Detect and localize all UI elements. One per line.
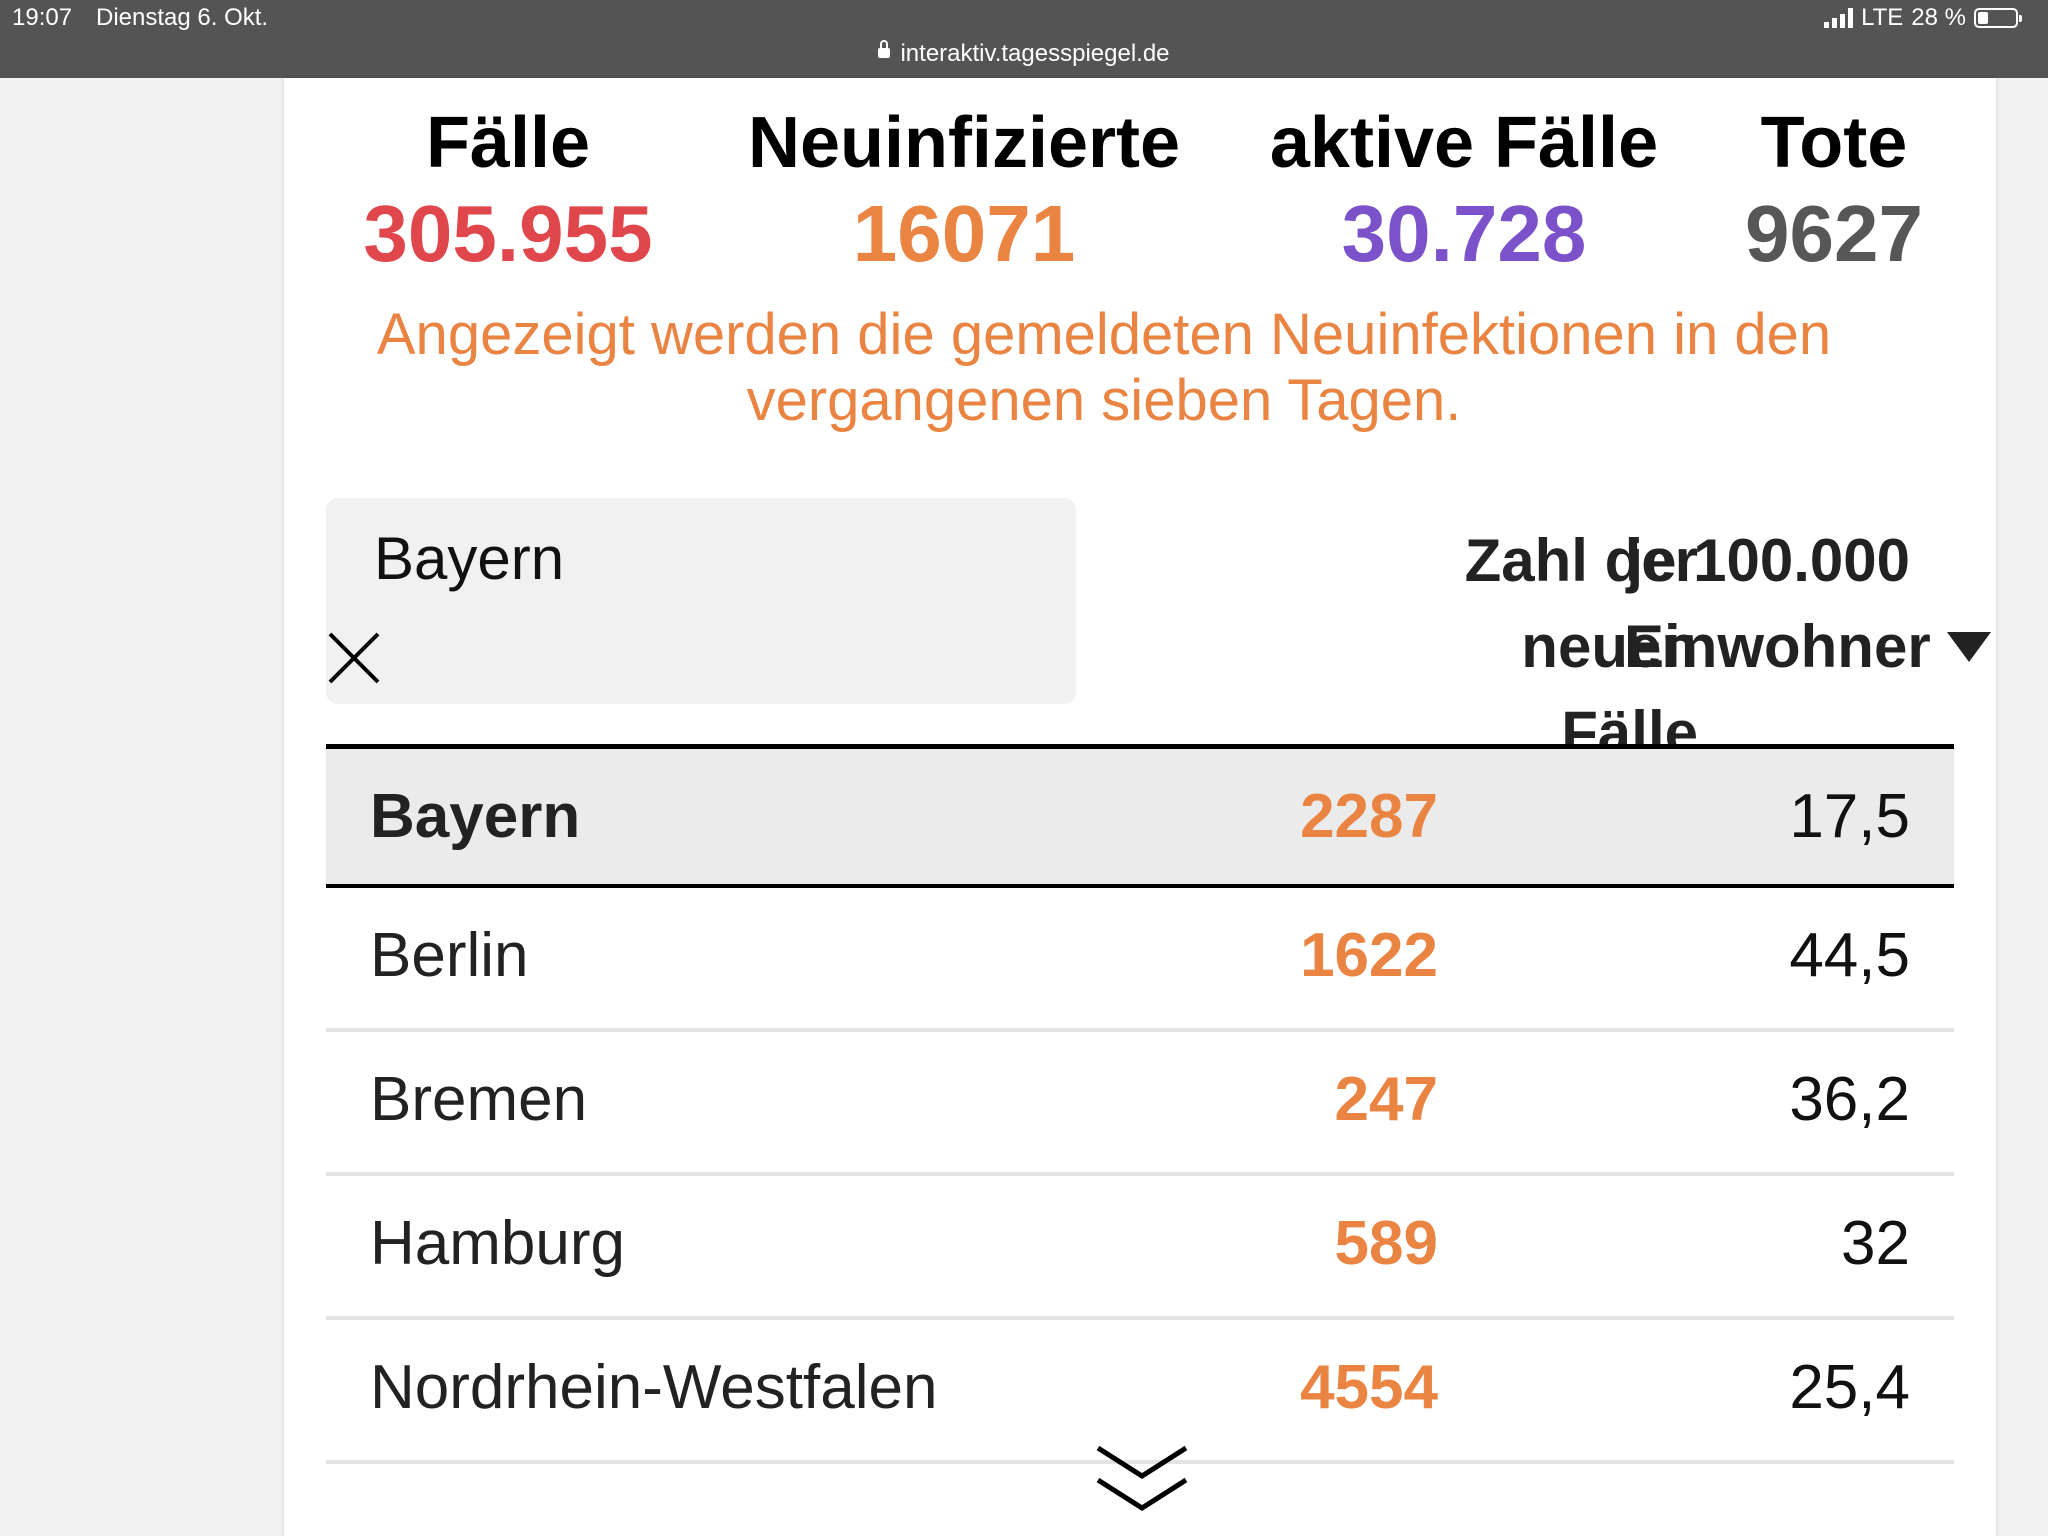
row-new-cases: 4554 — [1300, 1353, 1438, 1422]
status-bar: 19:07 Dienstag 6. Okt. LTE 28 % interakt… — [0, 0, 2048, 78]
stat-value: 305.955 — [363, 189, 653, 278]
column-header-new-cases[interactable]: Zahl der neuen Fälle — [1084, 518, 1698, 776]
status-date: Dienstag 6. Okt. — [96, 4, 269, 31]
row-state-name: Berlin — [370, 921, 529, 990]
url-text: interaktiv.tagesspiegel.de — [900, 40, 1170, 67]
table-row[interactable]: Hamburg 589 32 — [326, 1176, 1954, 1320]
caret-down-icon[interactable] — [1946, 632, 1991, 663]
signal-icon — [1824, 8, 1854, 28]
stat-active-cases: aktive Fälle 30.728 — [1214, 100, 1714, 282]
battery-icon — [1974, 8, 2022, 28]
lock-icon — [878, 39, 891, 58]
stat-value: 16071 — [852, 189, 1076, 278]
column-header-per-100k[interactable]: je 100.000 Einwohner — [1624, 518, 1991, 690]
stats-summary: Fälle 305.955 Neuinfizierte 16071 aktive… — [284, 78, 1996, 288]
table-row[interactable]: Bremen 247 36,2 — [326, 1032, 1954, 1176]
row-new-cases: 1622 — [1300, 921, 1438, 990]
row-rate: 44,5 — [1789, 921, 1910, 990]
row-new-cases: 2287 — [1300, 782, 1438, 851]
row-rate: 17,5 — [1789, 782, 1910, 851]
stat-cases: Fälle 305.955 — [318, 100, 698, 282]
row-state-name: Bayern — [370, 782, 581, 851]
stat-new-infections: Neuinfizierte 16071 — [714, 100, 1214, 282]
info-note: Angezeigt werden die gemeldeten Neuinfek… — [376, 302, 1832, 433]
stat-label: aktive Fälle — [1269, 103, 1659, 183]
row-new-cases: 247 — [1334, 1065, 1438, 1134]
stat-label: Fälle — [425, 103, 591, 183]
address-bar[interactable]: interaktiv.tagesspiegel.de — [0, 39, 2048, 68]
header-line: Zahl der — [1464, 527, 1698, 594]
battery-label: 28 % — [1911, 4, 1966, 31]
stat-label: Tote — [1760, 103, 1908, 183]
header-line: neuen — [1521, 613, 1698, 680]
table-row[interactable]: Nordrhein-Westfalen 4554 25,4 — [326, 1320, 1954, 1464]
row-state-name: Hamburg — [370, 1209, 625, 1278]
cases-table: Bayern 2287 17,5 Berlin 1622 44,5 Bremen… — [326, 744, 1954, 1464]
network-label: LTE — [1861, 4, 1904, 31]
row-state-name: Nordrhein-Westfalen — [370, 1353, 938, 1422]
header-line: Einwohner — [1624, 613, 1931, 680]
stat-value: 30.728 — [1341, 189, 1587, 278]
row-rate: 32 — [1841, 1209, 1910, 1278]
row-rate: 25,4 — [1789, 1353, 1910, 1422]
row-new-cases: 589 — [1334, 1209, 1438, 1278]
table-row-selected[interactable]: Bayern 2287 17,5 — [326, 744, 1954, 888]
stat-deaths: Tote 9627 — [1704, 100, 1964, 282]
web-page: Fälle 305.955 Neuinfizierte 16071 aktive… — [284, 78, 1996, 1536]
stat-label: Neuinfizierte — [747, 103, 1181, 183]
search-box — [326, 498, 1076, 704]
status-indicators: LTE 28 % — [1824, 4, 2022, 32]
search-input[interactable] — [372, 512, 976, 604]
close-icon[interactable] — [326, 630, 382, 686]
header-line: je 100.000 — [1626, 527, 1910, 594]
row-rate: 36,2 — [1789, 1065, 1910, 1134]
table-row[interactable]: Berlin 1622 44,5 — [326, 888, 1954, 1032]
row-state-name: Bremen — [370, 1065, 588, 1134]
chevron-double-down-icon[interactable] — [1092, 1442, 1192, 1522]
stat-value: 9627 — [1745, 189, 1923, 278]
status-time: 19:07 — [12, 4, 73, 31]
